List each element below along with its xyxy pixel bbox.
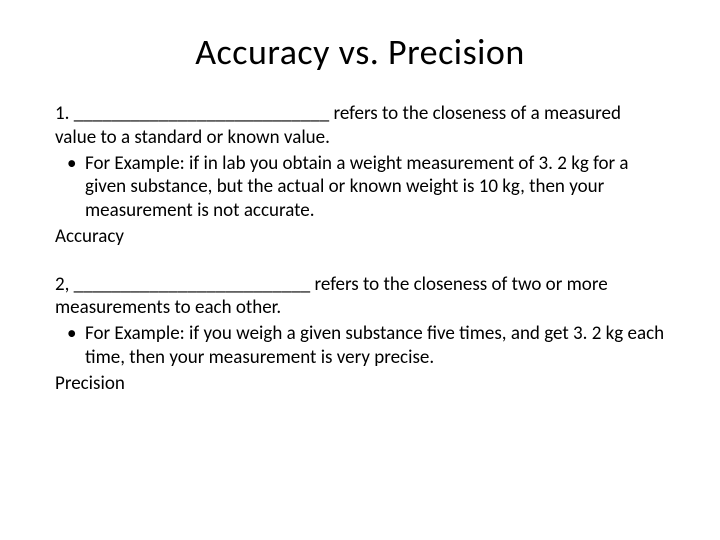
definition-line-2: 2, _________________________ refers to t… [55, 273, 665, 321]
example-bullet-2: For Example: if you weigh a given substa… [55, 322, 665, 370]
section-precision: 2, _________________________ refers to t… [55, 273, 665, 396]
example-bullet-1: For Example: if in lab you obtain a weig… [55, 152, 665, 223]
definition-line-1: 1. ___________________________ refers to… [55, 102, 665, 150]
answer-1: Accuracy [55, 225, 665, 249]
page-title: Accuracy vs. Precision [55, 30, 665, 74]
section-accuracy: 1. ___________________________ refers to… [55, 102, 665, 249]
answer-2: Precision [55, 372, 665, 396]
